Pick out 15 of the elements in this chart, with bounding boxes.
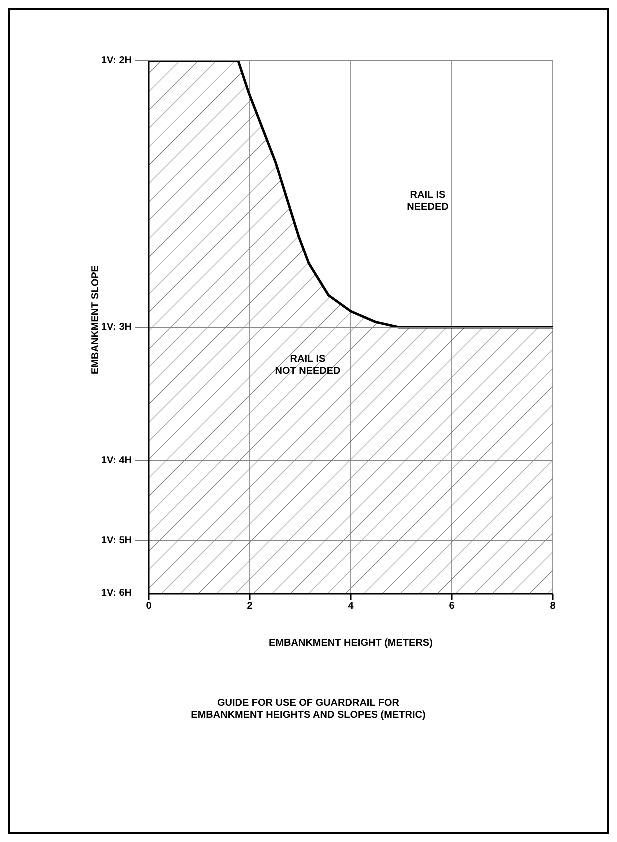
- x-tick-label: 8: [550, 601, 556, 612]
- y-axis-title: EMBANKMENT SLOPE: [90, 266, 102, 374]
- annotation: RAIL IS NEEDED: [406, 190, 450, 214]
- text: 1V: 3H: [101, 322, 132, 334]
- text: 1V: 4H: [101, 455, 132, 466]
- x-tick-label: 6: [449, 601, 456, 612]
- text: 1V: 2H: [101, 56, 132, 67]
- x-axis-title: EMBANKMENT HEIGHT (METERS): [269, 638, 433, 649]
- annotation: RAIL IS NOT NEEDED: [274, 354, 342, 378]
- text: 1V: 5H: [101, 535, 132, 546]
- x-tick-label: 4: [348, 601, 354, 612]
- x-tick-label: 0: [146, 601, 152, 612]
- text: 1V: 6H: [100, 588, 132, 600]
- x-tick-label: 2: [247, 601, 254, 612]
- text: GUIDE FOR USE OF GUARDRAIL FOR EMBANKMENT HEIGHTS AND SLOPES (METRIC): [190, 698, 427, 722]
